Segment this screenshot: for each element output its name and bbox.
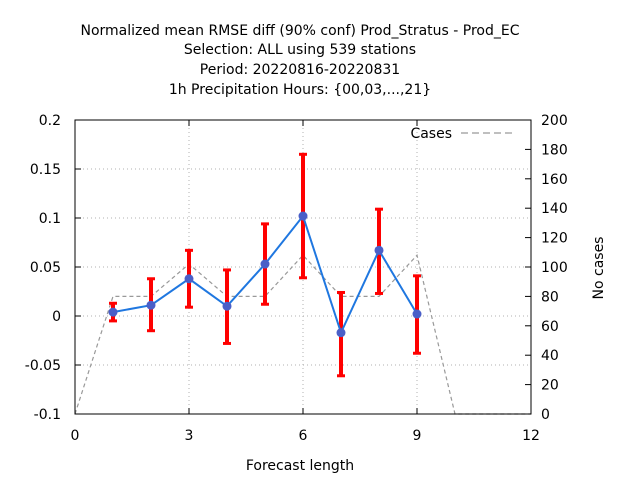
y2-tick-label: 0: [541, 407, 550, 423]
y2-tick-label: 140: [541, 201, 568, 217]
y-tick-label: 0.2: [39, 113, 61, 129]
y2-tick-label: 60: [541, 319, 559, 335]
y-tick-label: 0.1: [39, 211, 61, 227]
data-point: [222, 301, 232, 311]
y2-tick-label: 100: [541, 260, 568, 276]
legend-label-cases: Cases: [410, 126, 452, 142]
data-point: [412, 309, 422, 319]
y2-tick-label: 200: [541, 113, 568, 129]
data-point: [108, 307, 118, 317]
data-point: [146, 300, 156, 310]
x-tick-labels: 0 3 6 9 12: [71, 428, 540, 444]
legend: Cases: [410, 126, 512, 142]
x-tick-label: 0: [71, 428, 80, 444]
y2-tick-label: 40: [541, 348, 559, 364]
points-layer: [108, 211, 422, 338]
y2-tick-label: 80: [541, 289, 559, 305]
chart-title-line-1: Normalized mean RMSE diff (90% conf) Pro…: [81, 23, 520, 39]
chart-title-line-4: 1h Precipitation Hours: {00,03,...,21}: [169, 82, 431, 98]
x-axis-title: Forecast length: [246, 458, 354, 474]
x-tick-label: 9: [413, 428, 422, 444]
data-point: [336, 328, 346, 338]
y-tick-label: -0.05: [25, 358, 61, 374]
ticks-layer: [74, 119, 532, 415]
y2-tick-label: 160: [541, 172, 568, 188]
y-tick-label: 0.05: [30, 260, 61, 276]
y-tick-label: -0.1: [34, 407, 61, 423]
data-point: [374, 245, 384, 255]
y-tick-label: 0: [52, 309, 61, 325]
y2-tick-label: 20: [541, 378, 559, 394]
chart-title-line-3: Period: 20220816-20220831: [200, 62, 400, 78]
y2-tick-label: 120: [541, 231, 568, 247]
x-tick-label: 3: [185, 428, 194, 444]
x-tick-label: 12: [522, 428, 540, 444]
y2-axis-title: No cases: [591, 237, 607, 300]
y2-tick-label: 180: [541, 142, 568, 158]
y2-tick-labels: 0 20 40 60 80 100 120 140 160 180 200: [541, 113, 568, 423]
data-point: [184, 274, 194, 284]
data-point: [260, 259, 270, 269]
y-tick-labels: -0.1 -0.05 0 0.05 0.1 0.15 0.2: [25, 113, 61, 423]
x-tick-label: 6: [299, 428, 308, 444]
chart-title-line-2: Selection: ALL using 539 stations: [184, 42, 416, 58]
data-point: [298, 211, 308, 221]
y-tick-label: 0.15: [30, 162, 61, 178]
